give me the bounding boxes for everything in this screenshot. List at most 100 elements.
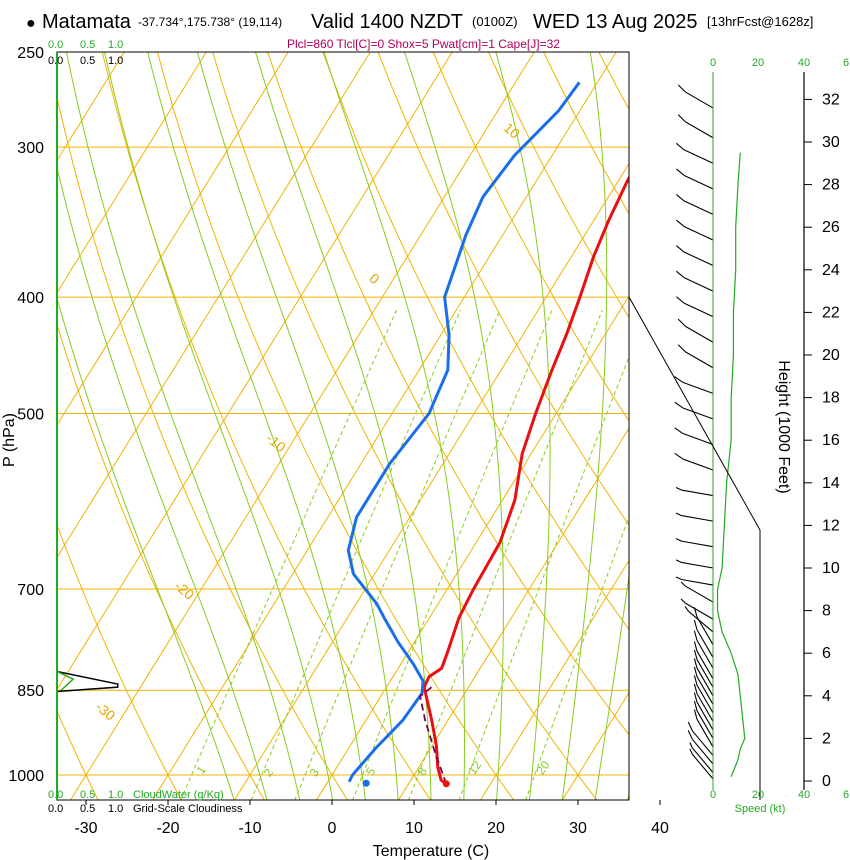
wind-barb bbox=[674, 452, 714, 471]
x-tick-label: -30 bbox=[74, 820, 97, 837]
wind-barb bbox=[675, 486, 714, 497]
wind-barb bbox=[693, 641, 714, 680]
wind-barb bbox=[684, 606, 714, 633]
wind-scale-top: 0 20 40 6 bbox=[710, 57, 849, 69]
wind-barb bbox=[693, 675, 714, 714]
wind-speed-profile bbox=[716, 152, 746, 777]
p-tick-label: 300 bbox=[17, 140, 44, 157]
wind-barb bbox=[677, 114, 714, 139]
wind-barb bbox=[689, 748, 714, 780]
scale-top-green-0: 0.0 bbox=[48, 39, 63, 51]
height-tick-label: 8 bbox=[822, 603, 831, 620]
height-tick-label: 28 bbox=[822, 177, 840, 194]
scale-bottom-green-1: 0.5 bbox=[80, 789, 95, 801]
mixing-ratio-3 bbox=[294, 309, 501, 800]
wind-barb bbox=[693, 619, 714, 658]
p-tick-label: 250 bbox=[17, 45, 44, 62]
x-axis-title: Temperature (C) bbox=[373, 843, 489, 860]
location-marker: ● bbox=[26, 15, 36, 32]
mixing-ratio-8 bbox=[408, 309, 603, 800]
wind-barb bbox=[675, 576, 714, 586]
height-tick-label: 30 bbox=[822, 134, 840, 151]
height-tick-label: 14 bbox=[822, 475, 840, 492]
wind-barb bbox=[675, 559, 714, 569]
moist-adiabat-10 bbox=[196, 52, 399, 800]
wind-barb bbox=[675, 219, 714, 241]
wind-barb bbox=[675, 168, 714, 190]
dry-adiabat--10 bbox=[57, 322, 265, 800]
sounding-indices: Plcl=860 Tlcl[C]=0 Shox=5 Pwat[cm]=1 Cap… bbox=[287, 37, 560, 51]
mixing-ratio-label: 3 bbox=[307, 766, 322, 780]
wind-barb bbox=[675, 270, 714, 292]
wind-barb bbox=[693, 649, 714, 688]
mixing-ratio-label: 20 bbox=[533, 758, 552, 777]
wind-barb bbox=[693, 666, 714, 705]
wind-bottom-6: 6 bbox=[843, 789, 849, 801]
scale-top-green-2: 1.0 bbox=[108, 39, 123, 51]
dry-adiabat-20 bbox=[156, 52, 515, 800]
plot-border bbox=[56, 51, 630, 801]
isotherm-0 bbox=[315, 295, 629, 800]
sounding-profiles bbox=[57, 81, 629, 788]
moist-adiabat-30 bbox=[561, 52, 608, 800]
moist-adiabat-26 bbox=[495, 52, 551, 800]
moist-adiabat--6 bbox=[57, 165, 268, 800]
scale-bottom-green-0: 0.0 bbox=[48, 789, 63, 801]
dry-adiabat-label: -30 bbox=[93, 698, 119, 723]
scale-top-green-1: 0.5 bbox=[80, 39, 95, 51]
p-tick-label: 400 bbox=[17, 290, 44, 307]
x-tick-label: -20 bbox=[156, 820, 179, 837]
moist-adiabat-34 bbox=[594, 573, 629, 800]
dry-adiabat-40 bbox=[267, 52, 629, 736]
x-tick-label: 30 bbox=[569, 820, 587, 837]
moist-adiabat-6 bbox=[147, 52, 366, 800]
scale-bottom-black-0: 0.0 bbox=[48, 803, 63, 815]
wind-barb bbox=[693, 607, 714, 645]
height-tick-label: 16 bbox=[822, 432, 840, 449]
isotherm--50 bbox=[57, 52, 371, 559]
cloudiness-profile bbox=[57, 670, 119, 693]
wind-barb bbox=[693, 683, 714, 722]
wind-barb bbox=[674, 376, 714, 394]
wind-barb bbox=[689, 742, 714, 773]
p-tick-label: 1000 bbox=[8, 768, 44, 785]
dry-adiabat-80 bbox=[487, 52, 629, 319]
wind-top-20: 20 bbox=[752, 57, 764, 69]
height-tick-label: 24 bbox=[822, 262, 840, 279]
height-tick-label: 2 bbox=[822, 730, 831, 747]
wind-barb bbox=[675, 296, 714, 318]
wind-barbs bbox=[674, 84, 714, 780]
wind-bottom-0: 0 bbox=[710, 789, 716, 801]
dry-adiabat-label: -10 bbox=[263, 430, 289, 455]
wind-speed-panel bbox=[716, 152, 746, 777]
surface-dewpoint-point bbox=[362, 779, 370, 787]
mixing-ratio-label: 8 bbox=[415, 765, 430, 779]
parcel-profile bbox=[419, 686, 448, 785]
wind-barb bbox=[693, 692, 714, 731]
speed-label: Speed (kt) bbox=[735, 803, 786, 815]
scale-bottom-black-1: 0.5 bbox=[80, 803, 95, 815]
dry-adiabat-60 bbox=[377, 52, 629, 526]
top-left-scale: 0.0 0.5 1.0 0.0 0.5 1.0 bbox=[48, 39, 123, 67]
isotherm--60 bbox=[57, 52, 289, 426]
p-tick-label: 500 bbox=[17, 407, 44, 424]
wind-barb bbox=[677, 84, 714, 109]
dry-adiabat-70 bbox=[432, 52, 629, 422]
wind-top-0: 0 bbox=[710, 57, 716, 69]
height-tick-label: 20 bbox=[822, 347, 840, 364]
isotherm-30 bbox=[561, 691, 629, 800]
height-tick-label: 4 bbox=[822, 688, 831, 705]
forecast-date: WED 13 Aug 2025 bbox=[533, 11, 698, 33]
dewpoint-profile bbox=[346, 81, 581, 783]
x-tick-label: 20 bbox=[487, 820, 505, 837]
height-tick-label: 12 bbox=[822, 517, 840, 534]
wind-barb bbox=[693, 658, 714, 697]
bottom-left-scale: 0.0 0.5 1.0 CloudWater (g/Kg) 0.0 0.5 1.… bbox=[48, 789, 243, 815]
dry-adiabat--20 bbox=[57, 523, 182, 800]
forecast-hour: [13hrFcst@1628z] bbox=[707, 14, 813, 29]
y-axis-title: P (hPa) bbox=[1, 413, 18, 467]
dry-adiabat-10 bbox=[101, 52, 432, 800]
valid-time: Valid 1400 NZDT bbox=[311, 11, 463, 33]
wind-barb bbox=[675, 194, 714, 215]
wind-barb bbox=[677, 344, 714, 369]
